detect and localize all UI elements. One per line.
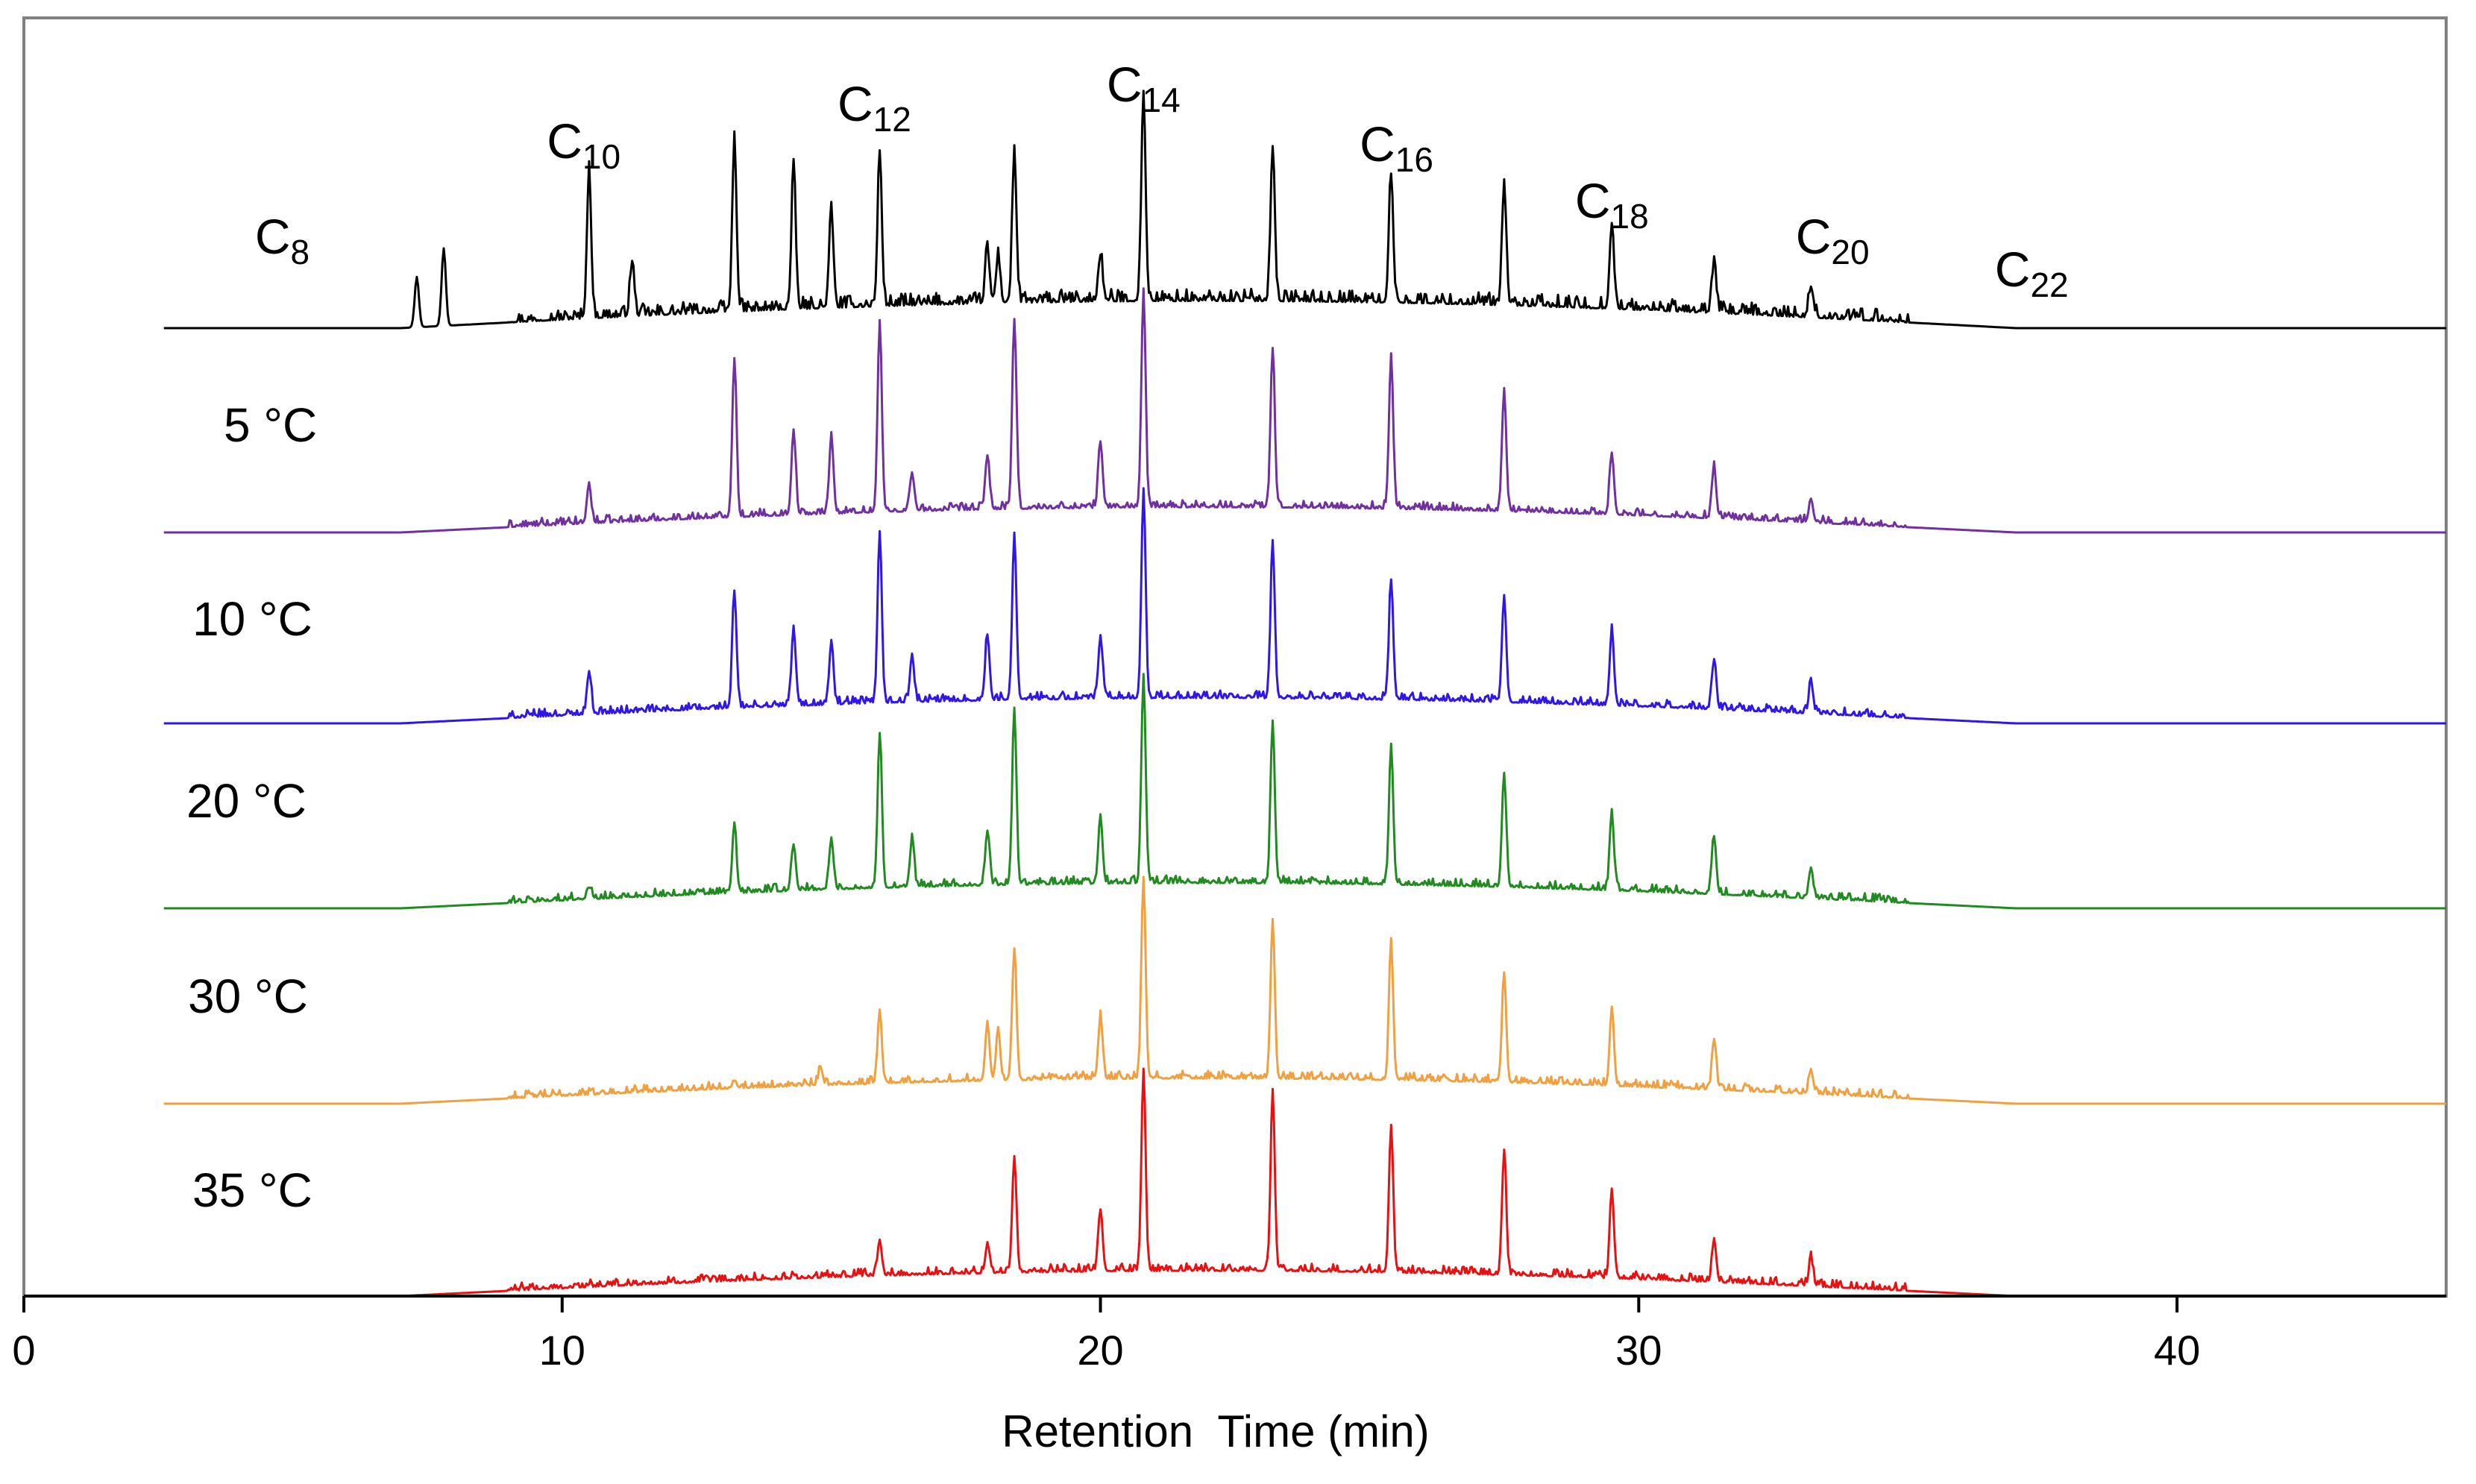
series-label: 30 °C bbox=[188, 969, 308, 1023]
peak-label: C12 bbox=[838, 76, 911, 139]
x-tick-label: 10 bbox=[539, 1327, 585, 1374]
peak-label: C14 bbox=[1107, 57, 1181, 119]
peak-label: C22 bbox=[1995, 242, 2069, 304]
x-tick-label: 40 bbox=[2154, 1327, 2200, 1374]
series-trace bbox=[163, 673, 2446, 910]
peak-label: C16 bbox=[1360, 116, 1433, 179]
peak-label-layer: C8 C10 C12 C14 C16 C18 C20 C22 bbox=[255, 57, 2069, 304]
peak-label: C8 bbox=[255, 209, 310, 271]
series-trace bbox=[163, 875, 2446, 1105]
series-label: 20 °C bbox=[186, 774, 307, 828]
series-label: 10 °C bbox=[192, 592, 312, 646]
peak-label: C20 bbox=[1796, 209, 1870, 271]
series-label-layer: 5 °C 10 °C 20 °C 30 °C 35 °C bbox=[186, 398, 317, 1217]
peak-label: C10 bbox=[547, 113, 620, 176]
series-trace bbox=[163, 487, 2446, 725]
x-tick-label: 20 bbox=[1077, 1327, 1123, 1374]
peak-label: C18 bbox=[1575, 173, 1649, 236]
x-tick-layer: 0 10 20 30 40 bbox=[12, 1296, 2200, 1374]
series-trace bbox=[163, 287, 2446, 534]
x-tick-label: 30 bbox=[1615, 1327, 1662, 1374]
x-axis-label: Retention Time (min) bbox=[1002, 1406, 1430, 1456]
series-trace bbox=[163, 89, 2446, 330]
x-tick-label: 0 bbox=[12, 1327, 35, 1374]
series-label: 5 °C bbox=[224, 398, 317, 452]
series-label: 35 °C bbox=[192, 1163, 312, 1217]
series-layer bbox=[163, 89, 2446, 1298]
